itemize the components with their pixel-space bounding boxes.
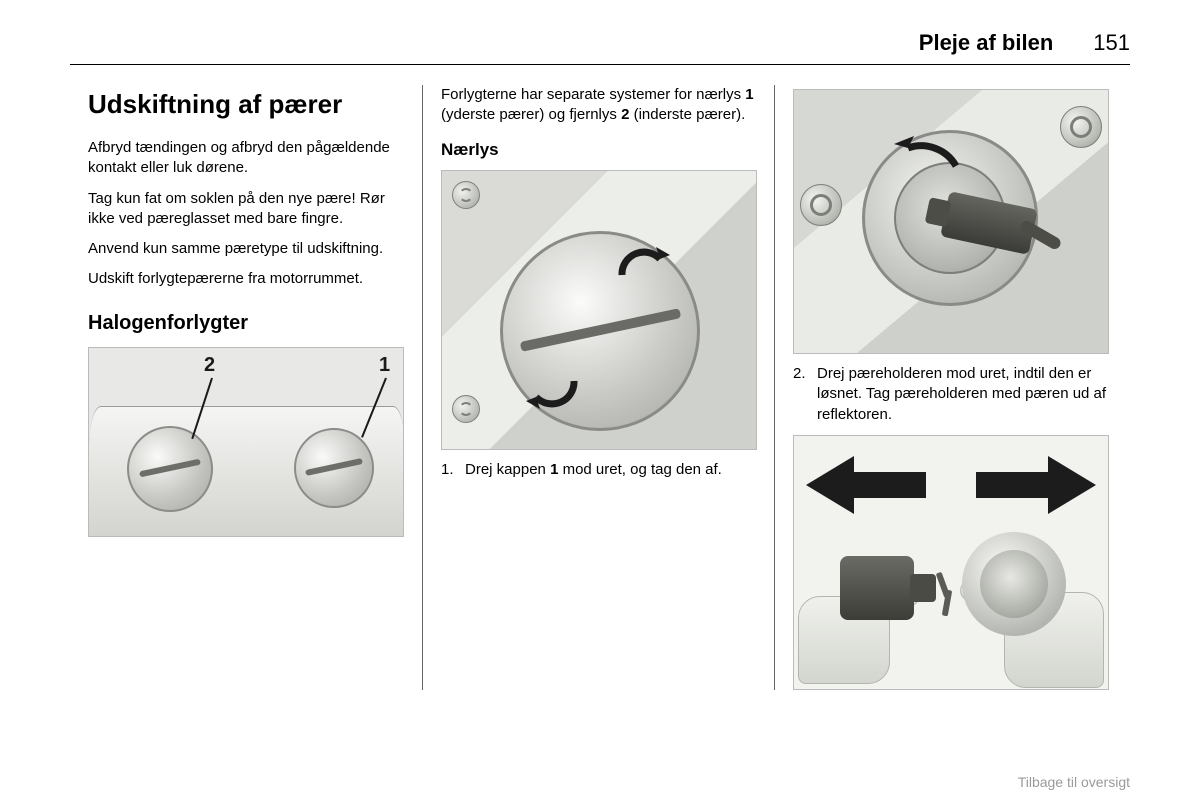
step-2: 2. Drej pæreholderen mod uret, indtil de… xyxy=(793,364,1108,425)
column-2: Forlygterne har separate systemer for næ… xyxy=(422,85,774,690)
subheading-halogen: Halogenforlygter xyxy=(88,312,404,335)
step-text: Drej pæreholderen mod uret, indtil den e… xyxy=(817,364,1108,425)
arrow-left-icon xyxy=(806,456,926,514)
bolt-icon xyxy=(800,184,842,226)
systems-intro: Forlygterne har separate systemer for næ… xyxy=(441,85,756,126)
rotate-ccw-arrow-icon xyxy=(890,136,960,174)
arrow-right-icon xyxy=(976,456,1096,514)
header-section: Pleje af bilen xyxy=(919,30,1054,56)
step-1: 1. Drej kappen 1 mod uret, og tag den af… xyxy=(441,460,756,480)
column-1: Udskiftning af pærer Afbryd tændingen og… xyxy=(70,85,422,690)
rotate-ccw-arrow-icon xyxy=(526,359,582,415)
cap-2-icon xyxy=(127,426,213,512)
intro-p2: Tag kun fat om soklen på den nye pære! R… xyxy=(88,189,404,230)
column-3: 2. Drej pæreholderen mod uret, indtil de… xyxy=(774,85,1126,690)
step-text: Drej kappen 1 mod uret, og tag den af. xyxy=(465,460,722,480)
intro-p1: Afbryd tændingen og afbryd den pågældend… xyxy=(88,138,404,179)
rotate-ccw-arrow-icon xyxy=(614,241,670,297)
intro-p4: Udskift forlygtepærerne fra motorrummet. xyxy=(88,269,404,289)
page-header: Pleje af bilen 151 xyxy=(70,30,1130,65)
step-number: 2. xyxy=(793,364,811,425)
callout-label-1: 1 xyxy=(379,354,390,377)
subheading-nearlys: Nærlys xyxy=(441,140,756,160)
intro-p3: Anvend kun samme pæretype til udskiftnin… xyxy=(88,239,404,259)
callout-label-2: 2 xyxy=(204,354,215,377)
figure-separate-bulb xyxy=(793,435,1109,690)
figure-headlight-caps: 2 1 xyxy=(88,347,404,537)
header-page-number: 151 xyxy=(1093,30,1130,56)
bolt-icon xyxy=(1060,106,1102,148)
step-number: 1. xyxy=(441,460,459,480)
bolt-icon xyxy=(452,181,480,209)
bulb-holder-icon xyxy=(840,556,914,620)
figure-cap-turn xyxy=(441,170,757,450)
back-to-overview-link[interactable]: Tilbage til oversigt xyxy=(1018,774,1130,790)
page-title: Udskiftning af pærer xyxy=(88,89,404,120)
bolt-icon xyxy=(452,395,480,423)
figure-socket-turn xyxy=(793,89,1109,354)
cap-1-icon xyxy=(294,428,374,508)
